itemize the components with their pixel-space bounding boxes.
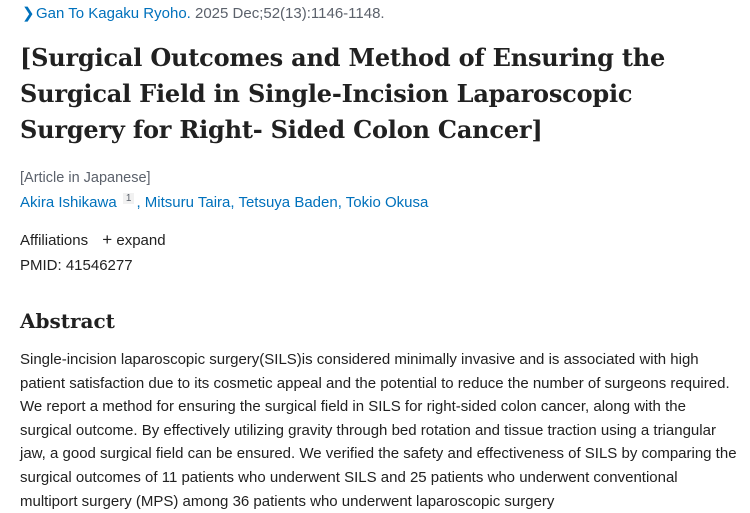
chevron-right-icon: ❯: [22, 5, 35, 22]
citation-details: 2025 Dec;52(13):1146-1148.: [190, 5, 385, 22]
journal-link[interactable]: Gan To Kagaku Ryoho.: [36, 5, 191, 22]
abstract-heading: Abstract: [20, 309, 115, 333]
author-link[interactable]: Akira Ishikawa: [20, 194, 117, 211]
page-title: [Surgical Outcomes and Method of Ensurin…: [20, 43, 666, 144]
author-link[interactable]: Tetsuya Baden: [238, 194, 338, 211]
author-list: Akira Ishikawa 1, Mitsuru Taira, Tetsuya…: [20, 193, 429, 211]
expand-affiliations-button[interactable]: + expand: [92, 230, 166, 249]
affiliations-row: Affiliations + expand: [20, 230, 166, 250]
author-link[interactable]: Tokio Okusa: [345, 194, 429, 211]
pmid: PMID: 41546277: [20, 257, 133, 274]
plus-icon: +: [102, 230, 113, 249]
affiliations-label: Affiliations: [20, 232, 89, 249]
expand-label: expand: [116, 232, 166, 249]
affiliation-number[interactable]: 1: [122, 193, 135, 204]
abstract-text: Single-incision laparoscopic surgery(SIL…: [20, 351, 737, 510]
citation: ❯Gan To Kagaku Ryoho. 2025 Dec;52(13):11…: [22, 4, 385, 22]
language-note: [Article in Japanese]: [20, 170, 151, 186]
author-link[interactable]: Mitsuru Taira: [144, 194, 231, 211]
